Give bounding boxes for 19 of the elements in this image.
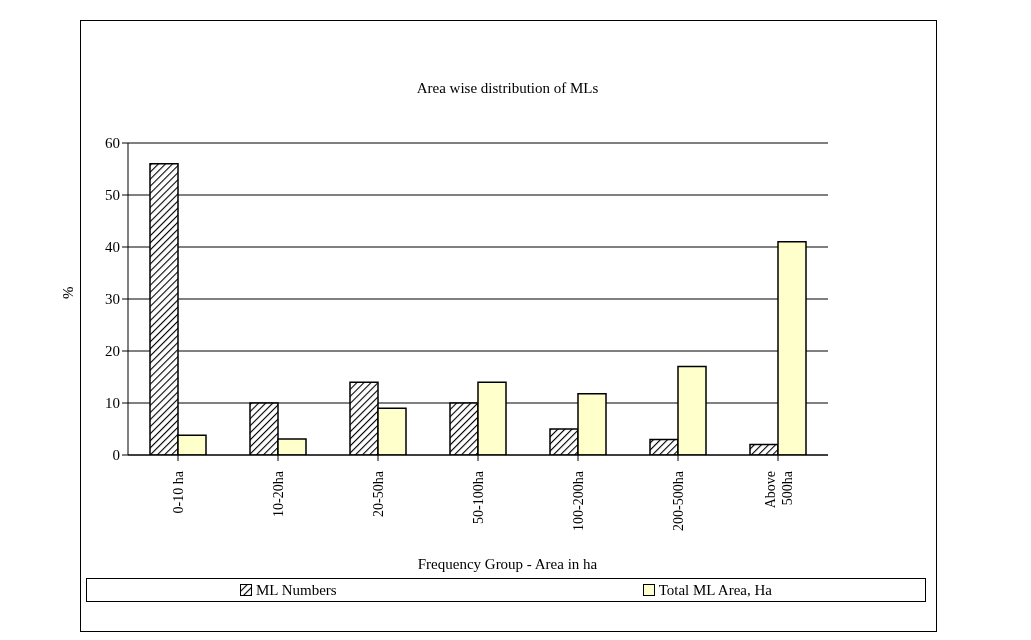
x-axis-title: Frequency Group - Area in ha [416, 556, 599, 573]
y-tick-label: 60 [105, 135, 120, 152]
legend-label: Total ML Area, Ha [657, 581, 772, 599]
x-tick-label: 100-200ha [571, 470, 586, 531]
y-tick-label: 30 [105, 291, 120, 308]
x-tick-label: 0-10 ha [171, 470, 186, 514]
x-tick-label: Above 500ha [762, 470, 795, 509]
x-tick-label: 10-20ha [271, 470, 286, 517]
y-tick-label: 0 [112, 447, 120, 464]
y-tick-label: 50 [105, 187, 120, 204]
y-tick-label: 40 [105, 239, 120, 256]
y-tick-label: 20 [105, 343, 120, 360]
legend-label: ML Numbers [255, 581, 337, 599]
y-tick-label: 10 [105, 395, 120, 412]
x-tick-label: 20-50ha [371, 470, 386, 517]
x-tick-label: 200-500ha [671, 470, 686, 531]
x-tick-label: 50-100ha [471, 470, 486, 524]
y-axis-title: % [60, 286, 77, 299]
chart-title: Area wise distribution of MLs [415, 80, 600, 97]
